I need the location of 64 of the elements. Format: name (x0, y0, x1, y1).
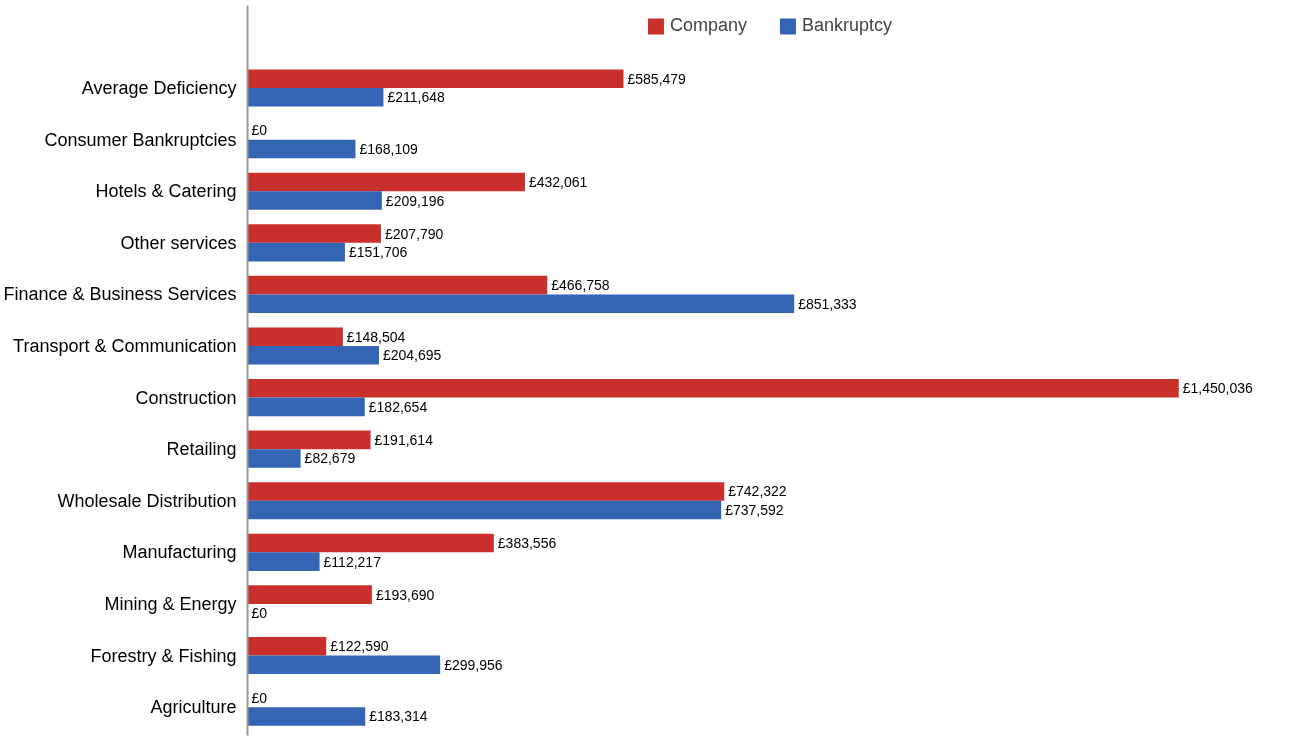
bar (247, 242, 345, 262)
data-label: £0 (251, 605, 268, 622)
y-tick-label: Wholesale Distribution (57, 490, 237, 511)
data-label: £211,648 (387, 89, 445, 106)
y-tick-label: Finance & Business Services (3, 284, 237, 305)
data-label: £82,679 (304, 450, 356, 467)
bar (247, 224, 381, 243)
data-label: £168,109 (359, 140, 419, 157)
data-label: £737,592 (725, 502, 784, 519)
y-tick-label: Transport & Communication (13, 335, 237, 356)
data-label: £851,333 (798, 295, 857, 312)
bar (247, 397, 365, 417)
bar (247, 172, 525, 192)
legend-label: Company (669, 15, 747, 36)
bar (247, 379, 1179, 398)
bar (247, 482, 725, 501)
data-label: £193,690 (375, 586, 435, 603)
bar (247, 345, 379, 365)
legend-label: Bankruptcy (802, 15, 893, 36)
bar (247, 139, 356, 159)
data-label: £585,479 (627, 70, 687, 87)
bar (247, 500, 722, 520)
data-label: £1,450,036 (1182, 380, 1254, 397)
data-label: £207,790 (384, 225, 444, 242)
data-label: £204,695 (382, 347, 442, 364)
y-tick-label: Hotels & Catering (95, 181, 237, 202)
data-label: £0 (251, 689, 268, 706)
y-tick-label: Consumer Bankruptcies (44, 129, 237, 150)
y-tick-label: Retailing (166, 439, 237, 460)
bar (247, 275, 548, 295)
bar (247, 533, 494, 553)
y-tick-label: Average Deficiency (81, 78, 237, 99)
data-label: £742,322 (728, 483, 787, 500)
data-label: £182,654 (368, 398, 428, 415)
bar (247, 707, 366, 726)
bar (247, 655, 441, 675)
data-label: £148,504 (346, 328, 406, 345)
data-label: £299,956 (444, 656, 503, 673)
y-tick-label: Forestry & Fishing (90, 645, 237, 666)
bar (247, 449, 301, 468)
bar (247, 636, 327, 656)
data-label: £432,061 (528, 173, 588, 190)
y-tick-label: Mining & Energy (104, 593, 237, 614)
bar (247, 585, 372, 604)
bar (247, 430, 371, 450)
bar (247, 552, 320, 571)
data-label: £0 (251, 122, 268, 139)
bar (247, 327, 343, 346)
data-label: £209,196 (385, 192, 445, 209)
y-tick-label: Manufacturing (122, 542, 237, 563)
data-label: £151,706 (348, 244, 408, 261)
y-tick-label: Agriculture (150, 697, 237, 718)
data-label: £122,590 (330, 638, 389, 655)
data-label: £191,614 (374, 431, 434, 448)
y-tick-label: Construction (135, 387, 237, 408)
data-label: £183,314 (369, 708, 428, 725)
bar (247, 294, 795, 313)
bar (247, 191, 382, 210)
bar (247, 69, 624, 89)
bar (247, 88, 384, 107)
data-label: £466,758 (551, 277, 610, 294)
data-label: £112,217 (323, 553, 382, 570)
y-tick-label: Other services (120, 232, 237, 253)
data-label: £383,556 (497, 535, 557, 552)
